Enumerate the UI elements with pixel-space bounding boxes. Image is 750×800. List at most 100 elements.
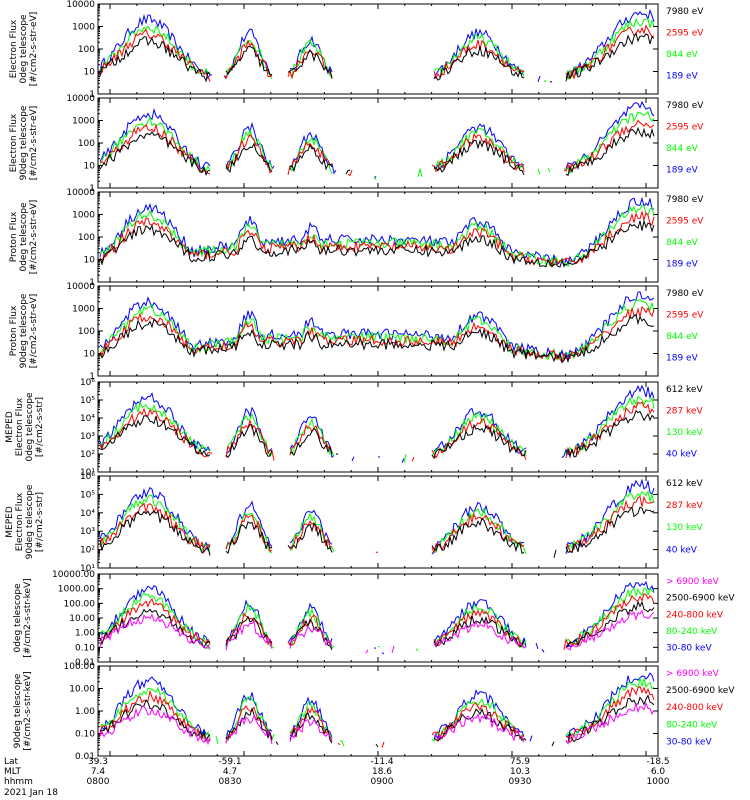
- panel-frame: [97, 191, 659, 283]
- legend-entry: 612 keV: [666, 385, 703, 395]
- legend-entry: 7980 eV: [666, 101, 704, 111]
- y-tick-label: 10: [84, 68, 96, 78]
- x-row-label: Lat: [4, 757, 19, 767]
- y-tick-label: 10¹: [80, 564, 95, 574]
- panel-frame: [97, 285, 659, 377]
- legend-entry: > 6900 keV: [666, 577, 720, 587]
- x-tick-label: 0900: [371, 777, 394, 787]
- y-tick-label: 1: [89, 184, 95, 194]
- series-line: [99, 384, 655, 463]
- y-tick-label: 10⁴: [80, 414, 95, 424]
- series-traces: [99, 580, 655, 655]
- legend-entry: 40 keV: [666, 545, 698, 555]
- series-traces: [99, 291, 655, 364]
- y-axis-label: [#/cm2-s-str-keV]: [23, 671, 33, 750]
- y-tick-label: 0.10: [75, 643, 95, 653]
- panel-3: 1 10 100 1000 10000 Proton Flux 0deg telescope…: [9, 188, 704, 288]
- series-line: [99, 204, 655, 268]
- y-axis-label: 90deg telescope: [13, 673, 23, 748]
- legend-entry: 7980 eV: [666, 7, 704, 17]
- y-tick-label: 1000: [72, 23, 95, 33]
- date-label: 2021 Jan 18: [4, 788, 58, 798]
- panel-frame: [97, 97, 659, 189]
- legend-entry: 7980 eV: [666, 195, 704, 205]
- y-tick-label: 1: [89, 90, 95, 100]
- x-tick-label: 75.9: [510, 757, 530, 767]
- y-tick-label: 10⁴: [80, 509, 95, 519]
- x-tick-label: 7.4: [91, 767, 106, 777]
- legend-entry: 2595 eV: [666, 29, 704, 39]
- legend-entry: 189 eV: [666, 166, 699, 176]
- panel-8: 0.01 0.10 1.00 10.00 100.00 90deg telescope [#…: [13, 662, 735, 762]
- series-line: [99, 401, 655, 462]
- y-tick-label: 1000: [72, 117, 95, 127]
- y-tick-label: 1000.00: [58, 585, 95, 595]
- legend-entry: 844 eV: [666, 50, 699, 60]
- legend-entry: 2595 eV: [666, 217, 704, 227]
- y-tick-label: 10000: [66, 188, 95, 198]
- series-line: [99, 119, 655, 177]
- series-line: [99, 685, 655, 748]
- x-tick-label: 0830: [219, 777, 242, 787]
- legend-entry: 40 keV: [666, 450, 698, 460]
- legend-entry: 240-800 keV: [666, 703, 724, 713]
- legend-entry: 80-240 keV: [666, 627, 718, 637]
- series-line: [99, 490, 655, 555]
- y-axis-label: MEPED: [5, 506, 15, 538]
- y-axis-label: Proton Flux: [9, 305, 19, 356]
- series-line: [99, 609, 655, 654]
- panel-frame: [97, 665, 659, 757]
- series-line: [99, 677, 655, 747]
- series-line: [99, 8, 655, 82]
- y-tick-label: 10000: [66, 282, 95, 292]
- y-tick-label: 10⁵: [80, 396, 95, 406]
- legend-entry: 130 keV: [666, 523, 703, 533]
- y-axis-label: [#/cm2-s-str-keV]: [23, 578, 33, 657]
- y-tick-label: 100: [78, 139, 95, 149]
- y-tick-label: 1.00: [75, 707, 95, 717]
- series-line: [99, 506, 655, 558]
- series-traces: [99, 478, 655, 558]
- series-line: [99, 495, 655, 555]
- y-tick-label: 10000: [66, 94, 95, 104]
- y-tick-label: 10⁵: [80, 490, 95, 500]
- series-line: [99, 31, 655, 83]
- legend-entry: 189 eV: [666, 260, 699, 270]
- y-tick-label: 1: [89, 278, 95, 288]
- y-tick-label: 100: [78, 45, 95, 55]
- y-axis-label: Proton Flux: [9, 211, 19, 262]
- panel-2: 1 10 100 1000 10000 Electron Flux 90deg telesc…: [9, 94, 704, 194]
- series-traces: [99, 100, 655, 180]
- legend-entry: > 6900 keV: [666, 669, 720, 679]
- x-tick-label: 0930: [509, 777, 532, 787]
- y-axis-label: [#/cm2-s-str]: [35, 492, 45, 552]
- series-line: [99, 126, 655, 177]
- y-tick-label: 10⁶: [80, 472, 95, 482]
- y-axis-label: [#/cm2-s-str]: [35, 397, 45, 457]
- y-axis-label: 0deg telescope: [19, 202, 29, 272]
- series-line: [99, 409, 655, 460]
- series-line: [99, 17, 655, 83]
- series-line: [99, 219, 655, 268]
- legend-entry: 2500-6900 keV: [666, 594, 735, 604]
- x-tick-label: 18.6: [372, 767, 392, 777]
- x-tick-label: -18.5: [646, 757, 669, 767]
- series-line: [99, 672, 655, 742]
- y-tick-label: 100: [78, 327, 95, 337]
- y-tick-label: 10.00: [69, 614, 95, 624]
- y-tick-label: 10⁶: [80, 378, 95, 388]
- y-tick-label: 10000: [66, 0, 95, 10]
- legend-entry: 7980 eV: [666, 289, 704, 299]
- series-line: [99, 478, 655, 555]
- legend-entry: 2500-6900 keV: [666, 686, 735, 696]
- legend-entry: 30-80 keV: [666, 737, 712, 747]
- y-axis-label: MEPED: [5, 411, 15, 443]
- x-tick-label: 10.3: [510, 767, 530, 777]
- y-tick-label: 10²: [80, 546, 95, 556]
- legend-entry: 844 eV: [666, 144, 699, 154]
- x-row-label: MLT: [4, 767, 22, 777]
- y-axis-label: 0deg telescope: [19, 14, 29, 84]
- y-tick-label: 1: [89, 372, 95, 382]
